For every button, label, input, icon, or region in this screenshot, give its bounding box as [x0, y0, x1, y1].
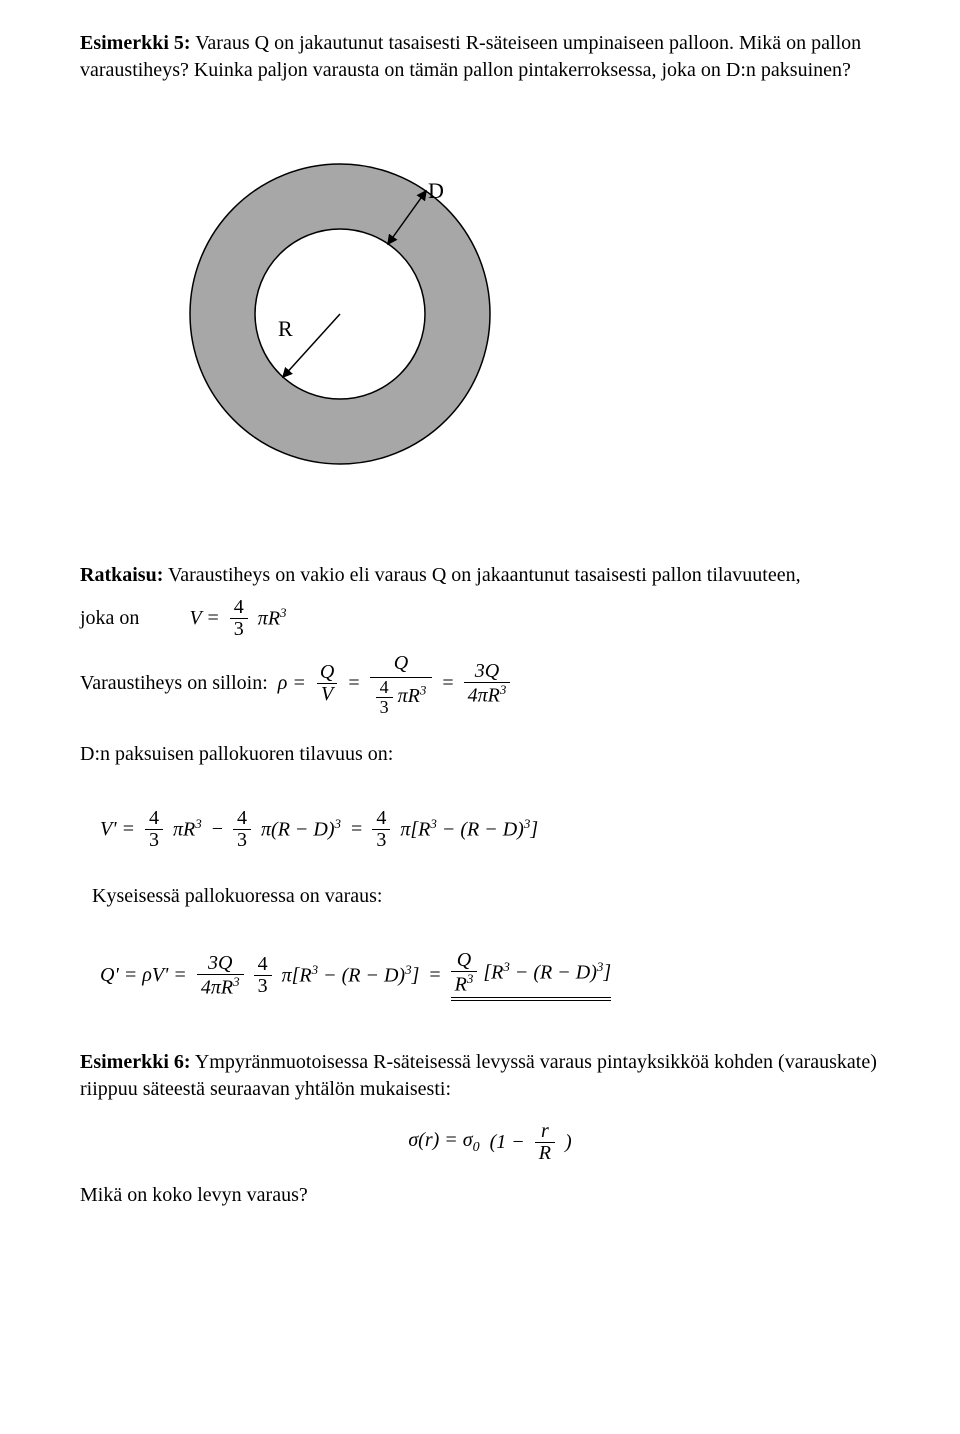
problem-5-paragraph: Esimerkki 5: Varaus Q on jakautunut tasa…: [80, 30, 900, 84]
diagram-container: R D: [170, 144, 900, 492]
eq-1: =: [348, 670, 359, 697]
final-answer: Q R3 [R3 − (R − D)3]: [451, 950, 612, 1002]
sphere-cross-section-icon: R D: [170, 144, 510, 484]
page: Esimerkki 5: Varaus Q on jakautunut tasa…: [0, 0, 960, 1434]
volume-formula: joka on V = 4 3 πR3: [80, 597, 900, 640]
eq-2: =: [442, 670, 453, 697]
sigma-formula: σ(r) = σ0 (1 − r R ): [80, 1121, 900, 1164]
shell-volume-formula: V' = 4 3 πR3 − 4 3 π(R − D)3 = 4 3 π[R3 …: [100, 808, 900, 851]
solution-label: Ratkaisu:: [80, 564, 163, 586]
frac-3Q-4piR3: 3Q 4πR3: [464, 661, 511, 707]
frac-Q-over-43piR3: Q 4 3 πR3: [370, 650, 433, 717]
Qprime-lhs: Q' = ρV' =: [100, 962, 187, 989]
shell-volume-label: D:n paksuisen pallokuoren tilavuus on:: [80, 741, 900, 768]
problem-6-body: Ympyränmuotoisessa R-säteisessä levyssä …: [80, 1051, 877, 1100]
varaustiheys-text: Varaustiheys on silloin:: [80, 670, 268, 697]
solution-body: Varaustiheys on vakio eli varaus Q on ja…: [163, 564, 800, 586]
density-formula: Varaustiheys on silloin: ρ = Q V = Q 4 3…: [80, 650, 900, 717]
joka-on-text: joka on: [80, 605, 139, 632]
rho-eq: ρ =: [278, 670, 306, 697]
D-label: D: [428, 178, 444, 203]
problem-5-body: Varaus Q on jakautunut tasaisesti R-säte…: [80, 32, 861, 81]
problem-6-paragraph: Esimerkki 6: Ympyränmuotoisessa R-säteis…: [80, 1049, 900, 1103]
shell-charge-label: Kyseisessä pallokuoressa on varaus:: [92, 883, 900, 910]
R-label: R: [278, 316, 293, 341]
problem-6-question: Mikä on koko levyn varaus?: [80, 1182, 900, 1209]
shell-charge-formula: Q' = ρV' = 3Q 4πR3 4 3 π[R3 − (R − D)3] …: [100, 950, 900, 1002]
Vprime-lhs: V' =: [100, 816, 135, 843]
V-eq: V =: [189, 605, 219, 632]
problem-5-label: Esimerkki 5:: [80, 32, 191, 54]
solution-paragraph: Ratkaisu: Varaustiheys on vakio eli vara…: [80, 562, 900, 589]
frac-Q-V: Q V: [316, 662, 338, 705]
piR3-1: πR3: [258, 604, 287, 633]
frac-4-3: 4 3: [230, 597, 248, 640]
problem-6-label: Esimerkki 6:: [80, 1051, 191, 1073]
